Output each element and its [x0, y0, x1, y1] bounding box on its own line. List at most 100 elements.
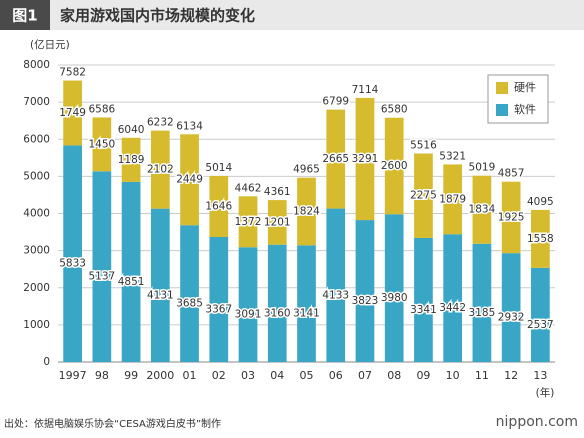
value-label: 2102	[147, 164, 174, 176]
bar-segment	[384, 214, 404, 362]
x-tick-label: 2000	[146, 369, 174, 382]
bar-segment	[92, 171, 112, 362]
bar-segment	[355, 97, 375, 221]
value-label: 3160	[264, 307, 291, 319]
y-tick-label: 2000	[23, 282, 50, 294]
value-label: 3291	[352, 153, 379, 165]
source: 出处：依据电脑娱乐协会“CESA游戏白皮书”制作	[4, 417, 221, 430]
value-label: 3341	[410, 304, 437, 316]
x-tick-label: 12	[504, 369, 518, 382]
figure-label: 图1	[12, 7, 37, 25]
value-label: 3185	[469, 307, 496, 319]
bar-segment	[238, 247, 258, 362]
bar-segment	[209, 175, 229, 238]
y-tick-label: 1000	[23, 319, 50, 331]
legend-label: 硬件	[514, 81, 536, 94]
bar-segment	[355, 220, 375, 362]
value-label: 1189	[118, 154, 145, 166]
legend-swatch	[496, 82, 508, 94]
value-label: 2275	[410, 190, 437, 202]
bar-segment	[531, 209, 550, 268]
value-label: 2665	[322, 153, 349, 165]
bar-segment	[121, 181, 141, 362]
bar-segment	[384, 117, 404, 215]
bar-segment	[531, 267, 550, 362]
total-label: 5516	[410, 140, 437, 152]
value-label: 1749	[59, 107, 86, 119]
value-label: 2537	[527, 319, 554, 331]
chart-title: 家用游戏国内市场规模的变化	[60, 7, 255, 25]
bar-segment	[326, 208, 346, 362]
total-label: 7114	[352, 84, 379, 96]
value-label: 1925	[498, 211, 525, 223]
total-label: 7582	[59, 67, 86, 79]
value-label: 5137	[88, 271, 115, 283]
y-tick-label: 7000	[23, 96, 50, 108]
x-unit: (年)	[536, 386, 555, 399]
bar-segment	[150, 208, 170, 362]
value-label: 1558	[527, 233, 554, 245]
bar-segment	[297, 245, 316, 362]
value-label: 2449	[176, 174, 203, 186]
bar-segment	[92, 117, 112, 172]
total-label: 4965	[293, 164, 320, 176]
value-label: 3442	[439, 302, 466, 314]
x-tick-label: 04	[270, 369, 284, 382]
value-label: 2932	[498, 312, 525, 324]
x-tick-label: 99	[124, 369, 138, 382]
total-label: 6040	[118, 124, 145, 136]
x-tick-label: 06	[329, 369, 343, 382]
x-tick-label: 07	[358, 369, 372, 382]
figure-badge	[0, 0, 50, 30]
bar-segment	[472, 243, 492, 362]
bar-segment	[180, 134, 199, 226]
bar-segment	[267, 244, 287, 362]
x-tick-label: 05	[300, 369, 314, 382]
bar-segment	[267, 200, 287, 245]
total-label: 6134	[176, 120, 203, 132]
bar-segment	[297, 177, 316, 246]
x-tick-label: 08	[387, 369, 401, 382]
x-tick-label: 03	[241, 369, 255, 382]
value-label: 1879	[439, 193, 466, 205]
value-label: 1834	[469, 204, 496, 216]
bar-segment	[326, 109, 346, 209]
total-label: 4462	[235, 182, 262, 194]
x-tick-label: 02	[212, 369, 226, 382]
bar-segment	[63, 80, 82, 146]
bar-segment	[414, 153, 433, 238]
x-tick-label: 11	[475, 369, 489, 382]
value-label: 3685	[176, 298, 203, 310]
value-label: 1450	[88, 138, 115, 150]
total-label: 6799	[322, 96, 349, 108]
bar-segment	[501, 253, 521, 362]
value-label: 1201	[264, 216, 291, 228]
y-tick-label: 8000	[23, 59, 50, 71]
x-tick-label: 09	[416, 369, 430, 382]
legend-label: 软件	[514, 102, 536, 116]
bar-segment	[443, 234, 463, 362]
bar-segment	[150, 130, 170, 209]
y-tick-label: 5000	[23, 170, 50, 182]
value-label: 1824	[293, 206, 320, 218]
total-label: 6586	[88, 103, 115, 115]
value-label: 3980	[381, 292, 408, 304]
x-tick-label: 98	[95, 369, 109, 382]
bar-segment	[121, 137, 141, 182]
bar-segment	[238, 196, 258, 248]
total-label: 6232	[147, 117, 174, 129]
value-label: 3823	[352, 295, 379, 307]
y-tick-label: 6000	[23, 133, 50, 145]
value-label: 1372	[235, 216, 262, 228]
total-label: 5014	[205, 162, 232, 174]
total-label: 5321	[439, 150, 466, 162]
x-tick-label: 1997	[59, 369, 87, 382]
bar-segment	[501, 181, 521, 254]
bar-segment	[472, 175, 492, 244]
bar-segment	[180, 225, 199, 362]
bar-segment	[443, 164, 463, 235]
total-label: 4095	[527, 196, 554, 208]
total-label: 5019	[469, 162, 496, 174]
value-label: 4131	[147, 289, 174, 301]
